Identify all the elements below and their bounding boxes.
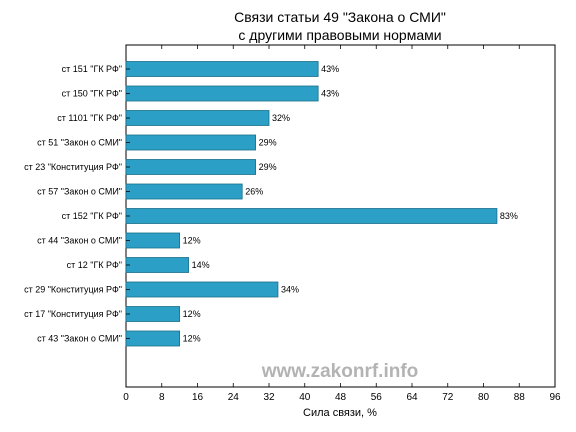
category-label: ст 23 "Конституция РФ" [24,162,122,172]
x-axis-label: Сила связи, % [303,407,377,419]
data-label: 34% [281,285,299,295]
x-tick-label: 8 [159,392,165,403]
data-label: 12% [183,334,201,344]
bar [125,257,189,273]
chart-title-line-1: Связи статьи 49 "Закона о СМИ" [234,9,446,25]
bar [125,159,256,175]
bar [125,208,498,224]
bar [125,306,181,322]
data-label: 29% [259,138,277,148]
category-label: ст 44 "Закон о СМИ" [37,236,122,246]
bar [125,61,319,77]
data-label: 43% [321,89,339,99]
x-axis: 0 8 16 24 32 40 48 56 64 72 80 88 96 [123,45,561,403]
x-tick-label: 88 [514,392,526,403]
bar [125,281,279,298]
data-label: 14% [192,260,210,270]
category-label: ст 51 "Закон о СМИ" [37,138,122,148]
data-label: 83% [500,211,518,221]
category-label: ст 43 "Закон о СМИ" [37,334,122,344]
category-label: ст 152 "ГК РФ" [62,211,122,221]
x-tick-label: 16 [192,392,204,403]
x-tick-label: 64 [406,392,418,403]
bar [125,183,243,200]
bars: ст 151 "ГК РФ" 43% ст 150 "ГК РФ" 43% ст 110… [24,61,518,347]
bar [125,134,256,151]
x-tick-label: 56 [371,392,383,403]
x-tick-label: 0 [123,392,129,403]
category-label: ст 29 "Конституция РФ" [24,285,122,295]
x-tick-label: 48 [335,392,347,403]
category-label: ст 150 "ГК РФ" [62,89,122,99]
bar [125,330,181,347]
bar [125,110,270,126]
bar [125,85,319,102]
watermark: www.zakonrf.info [261,361,419,382]
bar [125,232,181,249]
x-tick-label: 72 [442,392,454,403]
x-tick-label: 24 [228,392,240,403]
x-tick-label: 80 [478,392,490,403]
chart-title-line-2: с другими правовыми нормами [238,27,441,43]
data-label: 29% [259,162,277,172]
category-label: ст 57 "Закон о СМИ" [37,187,122,197]
category-label: ст 151 "ГК РФ" [62,64,122,74]
data-label: 12% [183,236,201,246]
data-label: 43% [321,64,339,74]
x-tick-label: 96 [549,392,561,403]
data-label: 26% [245,187,263,197]
category-label: ст 1101 "ГК РФ" [57,113,122,123]
category-label: ст 12 "ГК РФ" [67,260,122,270]
x-tick-label: 32 [263,392,275,403]
data-label: 12% [183,309,201,319]
category-label: ст 17 "Конституция РФ" [24,309,122,319]
data-label: 32% [272,113,290,123]
x-tick-label: 40 [299,392,311,403]
